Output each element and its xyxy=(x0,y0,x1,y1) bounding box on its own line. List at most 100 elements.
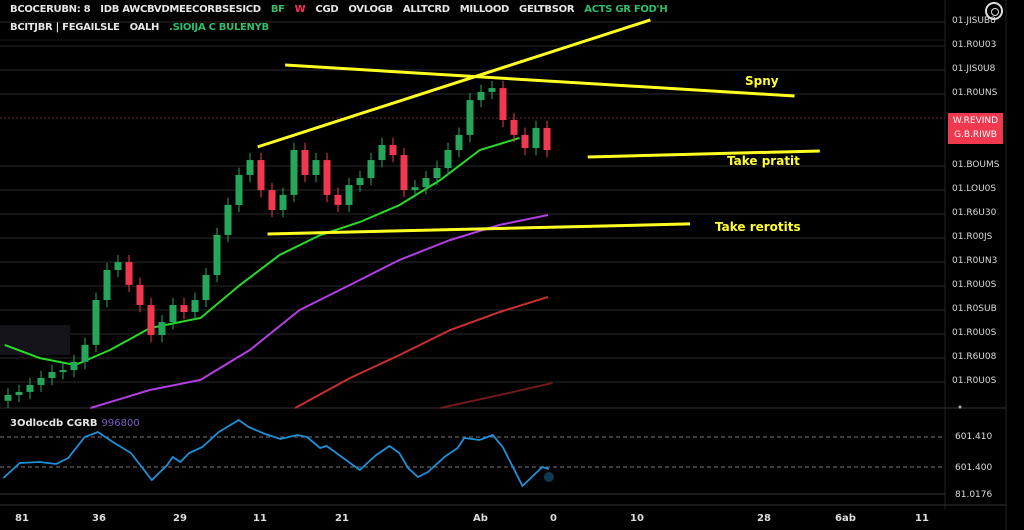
trendline xyxy=(587,149,820,159)
candle-down xyxy=(521,134,529,149)
candle-up xyxy=(70,361,78,371)
header-text: BCITJBR | FEGAILSLE xyxy=(10,22,120,33)
header-text: W xyxy=(294,4,306,15)
ma-slowest-line xyxy=(440,382,553,409)
header-text: GELTBSOR xyxy=(519,4,575,15)
header-text: OVLOGB xyxy=(348,4,393,15)
price-axis-label: 01.R0UNS xyxy=(952,88,998,98)
ma-fast-line xyxy=(4,137,520,367)
oscillator-name: 3Odlocdb CGRB xyxy=(10,418,98,429)
header-text: ACTS GR FOD'H xyxy=(584,4,668,15)
candle-up xyxy=(488,88,496,92)
candle-up xyxy=(477,91,485,101)
time-axis-label: 11 xyxy=(253,513,267,524)
trendline xyxy=(285,63,795,98)
header-text: BCOCERUBN: 8 xyxy=(10,4,91,15)
candle-up xyxy=(378,144,386,161)
price-axis-label: 01.R0U0S xyxy=(952,376,997,386)
time-axis-label: 21 xyxy=(335,513,349,524)
candle-up xyxy=(26,384,34,392)
candle-up xyxy=(422,178,430,188)
candle-up xyxy=(290,150,298,195)
ma-mid-line xyxy=(90,214,549,409)
time-axis-label: 11 xyxy=(915,513,929,524)
current-price-tag-line-2: G.B.RIWB xyxy=(954,130,997,140)
candle-up xyxy=(224,204,232,235)
candle-up xyxy=(411,187,419,191)
price-axis-label: 01.R6U30 xyxy=(952,208,997,218)
candle-up xyxy=(103,270,111,300)
time-axis-label: 36 xyxy=(92,513,106,524)
candle-down xyxy=(257,160,265,191)
camera-icon[interactable] xyxy=(985,2,1003,20)
candle-up xyxy=(312,160,320,175)
header-text: OALH xyxy=(129,22,160,33)
time-axis-label: 6ab xyxy=(835,513,856,524)
candle-up xyxy=(279,194,287,210)
price-axis-label: 01.BOUMS xyxy=(952,160,1000,170)
candle-up xyxy=(48,372,56,378)
ma-slow-line xyxy=(294,295,549,409)
candle-up xyxy=(15,391,23,396)
price-axis-label: 01.LOU0S xyxy=(952,184,997,194)
trendline xyxy=(267,222,691,236)
candle-up xyxy=(81,344,89,362)
header-text: MILLOOD xyxy=(459,4,510,15)
candle-up xyxy=(532,127,540,149)
price-axis-label: 01.R00JS xyxy=(952,232,993,242)
candle-up xyxy=(158,322,166,336)
annotation-label[interactable]: Take rerotits xyxy=(715,220,801,234)
trendline xyxy=(257,18,651,149)
header-text: CGD xyxy=(315,4,339,15)
oscillator-level-label: 601.400 xyxy=(955,463,993,473)
candle-up xyxy=(433,168,441,179)
candle-up xyxy=(59,370,67,373)
candle-up xyxy=(466,100,474,135)
header-text: BF xyxy=(270,4,285,15)
price-axis-label: 01.R0U0S xyxy=(952,280,997,290)
time-axis-label: 10 xyxy=(630,513,644,524)
candle-down xyxy=(323,160,331,195)
time-axis-label: Ab xyxy=(473,513,488,524)
candle-up xyxy=(444,150,452,168)
candle-up xyxy=(37,378,45,385)
oscillator-value: 996800 xyxy=(101,418,140,429)
candle-up xyxy=(235,174,243,205)
candle-down xyxy=(125,262,133,285)
candle-down xyxy=(389,144,397,156)
candle-down xyxy=(400,155,408,191)
candle-up xyxy=(92,300,100,345)
time-axis-label: 81 xyxy=(15,513,29,524)
candle-up xyxy=(213,234,221,276)
candle-down xyxy=(136,284,144,306)
annotation-label[interactable]: Take pratit xyxy=(727,154,800,168)
candle-down xyxy=(147,305,155,336)
symbol-info-line-2: BCITJBR | FEGAILSLE OALH .SIOIJA C BULENYB xyxy=(10,22,279,33)
candle-down xyxy=(268,190,276,210)
current-price-tag-line-1: W.REVIND xyxy=(952,116,999,126)
price-axis-label: 01.R0UN3 xyxy=(952,256,998,266)
header-text: .SIOIJA C BULENYB xyxy=(169,22,269,33)
time-axis-label: 29 xyxy=(173,513,187,524)
candle-up xyxy=(4,395,12,401)
price-axis-label: 01.R0SUB xyxy=(952,304,997,314)
candle-up xyxy=(356,178,364,186)
oscillator-title: 3Odlocdb CGRB 996800 xyxy=(10,418,140,429)
candle-down xyxy=(334,194,342,205)
oscillator-level-label: 601.410 xyxy=(955,432,993,442)
candle-down xyxy=(499,88,507,120)
candle-up xyxy=(455,134,463,150)
candle-up xyxy=(202,275,210,300)
candle-up xyxy=(246,160,254,175)
annotation-label[interactable]: Spny xyxy=(745,74,779,88)
candle-up xyxy=(367,160,375,179)
price-axis-label: 01.R0U0S xyxy=(952,328,997,338)
candle-up xyxy=(345,185,353,205)
candle-up xyxy=(114,262,122,270)
shaded-region xyxy=(0,325,70,355)
time-axis-label: 0 xyxy=(550,513,557,524)
header-text: ALLTCRD xyxy=(402,4,450,15)
candle-down xyxy=(180,305,188,312)
current-price-tag: W.REVIND G.B.RIWB xyxy=(948,113,1003,144)
